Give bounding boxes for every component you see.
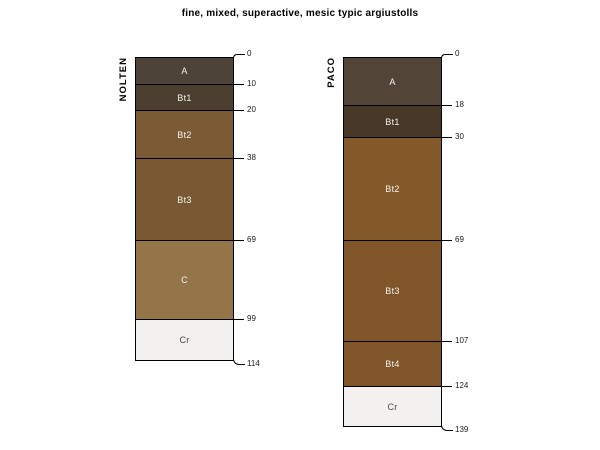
horizon-label: Bt4 — [385, 359, 400, 369]
horizon-nolten-a: A — [136, 58, 233, 85]
horizon-paco-a: A — [344, 58, 441, 106]
horizon-paco-bt4: Bt4 — [344, 342, 441, 387]
depth-tick — [441, 386, 452, 387]
profile-name-paco: PACO — [326, 57, 337, 88]
depth-tick-label: 69 — [247, 235, 256, 244]
horizon-label: Bt3 — [385, 286, 400, 296]
depth-tick-label: 18 — [455, 100, 464, 109]
depth-tick — [233, 359, 245, 365]
depth-tick — [441, 137, 452, 138]
depth-tick — [441, 105, 452, 106]
depth-tick — [441, 341, 452, 342]
depth-tick-label: 69 — [455, 235, 464, 244]
depth-tick — [233, 84, 244, 85]
horizon-label: Bt1 — [385, 116, 400, 127]
horizon-nolten-cr: Cr — [136, 320, 233, 360]
horizon-nolten-bt2: Bt2 — [136, 111, 233, 159]
depth-tick — [233, 110, 244, 111]
horizon-label: Bt2 — [385, 184, 400, 194]
chart-title: fine, mixed, superactive, mesic typic ar… — [181, 8, 419, 19]
depth-tick-label: 99 — [247, 314, 256, 323]
depth-tick-label: 114 — [247, 359, 260, 368]
depth-tick-label: 124 — [455, 381, 469, 390]
depth-tick — [441, 240, 452, 241]
depth-tick-label: 30 — [455, 132, 464, 141]
horizon-label: A — [389, 76, 396, 87]
horizon-nolten-bt1: Bt1 — [136, 85, 233, 111]
horizon-paco-cr: Cr — [344, 387, 441, 426]
profile-column-nolten: A Bt1 Bt2 Bt3 C Cr — [135, 57, 234, 361]
depth-tick-label: 107 — [455, 336, 469, 345]
depth-tick — [233, 319, 244, 320]
depth-tick-label: 10 — [247, 79, 256, 88]
profile-name-nolten: NOLTEN — [118, 57, 129, 102]
horizon-label: Bt2 — [177, 129, 192, 140]
horizon-label: C — [181, 275, 188, 285]
depth-tick — [441, 425, 453, 431]
depth-tick — [233, 240, 244, 241]
horizon-label: Bt3 — [177, 194, 192, 205]
horizon-label: Cr — [179, 335, 190, 345]
horizon-paco-bt1: Bt1 — [344, 106, 441, 138]
horizon-paco-bt3: Bt3 — [344, 241, 441, 342]
depth-tick-label: 20 — [247, 105, 256, 114]
horizon-paco-bt2: Bt2 — [344, 138, 441, 241]
horizon-label: Bt1 — [177, 92, 192, 103]
horizon-nolten-c: C — [136, 241, 233, 320]
depth-tick-label: 0 — [247, 49, 252, 58]
horizon-label: A — [181, 66, 188, 76]
horizon-label: Cr — [387, 401, 398, 412]
depth-tick-label: 38 — [247, 153, 256, 162]
depth-tick-label: 0 — [455, 49, 460, 58]
depth-tick — [233, 54, 245, 58]
depth-tick — [233, 158, 244, 159]
depth-tick — [441, 54, 453, 58]
profile-column-paco: A Bt1 Bt2 Bt3 Bt4 Cr — [343, 57, 442, 427]
depth-tick-label: 139 — [455, 425, 469, 434]
horizon-nolten-bt3: Bt3 — [136, 159, 233, 241]
